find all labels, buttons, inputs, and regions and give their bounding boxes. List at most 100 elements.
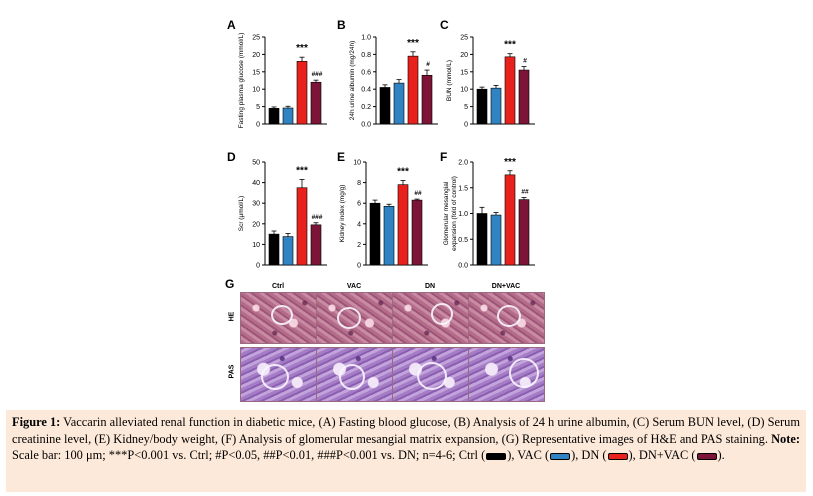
- panel-letter-b: B: [337, 18, 346, 32]
- he-dn-image: [392, 292, 469, 344]
- y-axis-label-b: 24h urine albumin (mg/24h): [349, 41, 356, 121]
- y-tick-label-e: 0: [357, 263, 361, 270]
- he-vac-image: [316, 292, 393, 344]
- significance-hash-c: #: [523, 58, 527, 65]
- y-tick-label-f: 2.0: [458, 160, 468, 167]
- bar-a-2: [296, 61, 308, 125]
- y-tick-label-c: 15: [460, 69, 468, 76]
- y-tick-label-e: 10: [353, 160, 361, 167]
- row-label-he: HE: [228, 311, 236, 322]
- bar-f-0: [476, 213, 488, 266]
- significance-hash-d: ###: [312, 214, 323, 221]
- y-tick-label-c: 10: [460, 87, 468, 94]
- he-dnvac-image: [468, 292, 545, 344]
- bar-d-0: [268, 233, 280, 266]
- y-tick-label-e: 2: [357, 242, 361, 249]
- caption-dn: ), DN (: [571, 448, 607, 462]
- bar-a-3: [310, 81, 322, 125]
- note-label: Note:: [771, 431, 800, 446]
- caption-end: ).: [717, 448, 725, 462]
- row-label-pas: PAS: [228, 364, 236, 379]
- y-tick-label-d: 30: [252, 201, 260, 208]
- panel-letter-f: F: [440, 150, 447, 164]
- y-tick-label-f: 0.0: [458, 263, 468, 270]
- y-tick-label-c: 5: [464, 104, 468, 111]
- panel-letter-d: D: [227, 150, 236, 164]
- bar-c-2: [504, 56, 516, 125]
- y-axis-label-d: Scr (μmol/L): [238, 196, 245, 232]
- y-tick-label-c: 25: [460, 35, 468, 42]
- panel-letter-c: C: [440, 18, 449, 32]
- pas-vac-image: [316, 347, 393, 402]
- bar-c-1: [490, 87, 502, 125]
- bar-e-2: [397, 184, 409, 266]
- bar-f-3: [518, 199, 530, 266]
- caption-text-1: Vaccarin alleviated renal function in di…: [12, 415, 800, 446]
- dn-swatch: [607, 452, 628, 460]
- col-label-ctrl: Ctrl: [271, 283, 285, 290]
- y-tick-label-b: 0.4: [361, 87, 371, 94]
- y-tick-label-c: 20: [460, 52, 468, 59]
- y-axis-label-e: Kidney index (mg/g): [339, 185, 346, 243]
- y-tick-label-a: 5: [256, 104, 260, 111]
- y-tick-label-b: 0.0: [361, 122, 371, 129]
- col-label-dn: DN: [424, 283, 436, 290]
- y-tick-label-f: 1.5: [458, 185, 468, 192]
- y-tick-label-a: 25: [252, 35, 260, 42]
- y-axis-label-f-line2: expansion (fold of control): [451, 176, 458, 251]
- y-tick-label-b: 1.0: [361, 35, 371, 42]
- ctrl-swatch: [486, 452, 507, 460]
- significance-a: ***: [296, 43, 308, 54]
- figure-caption: Figure 1: Vaccarin alleviated renal func…: [6, 410, 806, 492]
- figure-label: Figure 1:: [12, 415, 61, 429]
- significance-c: ***: [504, 40, 516, 51]
- bar-c-0: [476, 88, 488, 125]
- bar-b-0: [379, 87, 391, 125]
- significance-d: ***: [296, 166, 308, 177]
- y-tick-label-e: 4: [357, 221, 361, 228]
- bar-e-0: [369, 202, 381, 266]
- y-tick-label-d: 40: [252, 180, 260, 187]
- y-tick-label-b: 0.8: [361, 52, 371, 59]
- bar-a-1: [282, 107, 294, 125]
- y-tick-label-e: 8: [357, 180, 361, 187]
- significance-hash-e: ##: [414, 190, 422, 197]
- y-tick-label-f: 1.0: [458, 211, 468, 218]
- y-tick-label-e: 6: [357, 201, 361, 208]
- y-axis-label-c: BUN (mmol/L): [446, 60, 453, 101]
- significance-hash-b: #: [426, 61, 430, 68]
- pas-dn-image: [392, 347, 469, 402]
- vac-swatch: [550, 452, 571, 460]
- y-tick-label-d: 50: [252, 160, 260, 167]
- bar-e-1: [383, 205, 395, 266]
- pas-ctrl-image: [240, 347, 317, 402]
- significance-hash-a: ###: [312, 71, 323, 78]
- significance-b: ***: [407, 38, 419, 49]
- y-tick-label-b: 0.2: [361, 104, 371, 111]
- y-axis-label-a: Fasting plasma glucose (mmol/L): [238, 33, 245, 129]
- bar-b-2: [407, 55, 419, 125]
- bar-c-3: [518, 69, 530, 125]
- y-axis-label-f: Glomerular mesangial: [443, 181, 450, 245]
- panel-letter-a: A: [227, 18, 236, 32]
- y-tick-label-d: 0: [256, 263, 260, 270]
- y-tick-label-c: 0: [464, 122, 468, 129]
- col-label-vac: VAC: [346, 283, 362, 290]
- bar-a-0: [268, 108, 280, 125]
- he-ctrl-image: [240, 292, 317, 344]
- caption-dnvac: ), DN+VAC (: [628, 448, 696, 462]
- y-tick-label-a: 15: [252, 69, 260, 76]
- panel-letter-g: G: [225, 277, 235, 291]
- bar-d-3: [310, 224, 322, 266]
- bar-b-1: [393, 82, 405, 125]
- significance-hash-f: ##: [521, 189, 529, 196]
- bar-d-2: [296, 187, 308, 266]
- y-tick-label-d: 10: [252, 242, 260, 249]
- bar-f-2: [504, 174, 516, 266]
- bar-e-3: [411, 199, 423, 266]
- caption-text-2: Scale bar: 100 μm; ***P<0.001 vs. Ctrl; …: [12, 448, 486, 462]
- panel-letter-e: E: [337, 150, 345, 164]
- bar-d-1: [282, 236, 294, 266]
